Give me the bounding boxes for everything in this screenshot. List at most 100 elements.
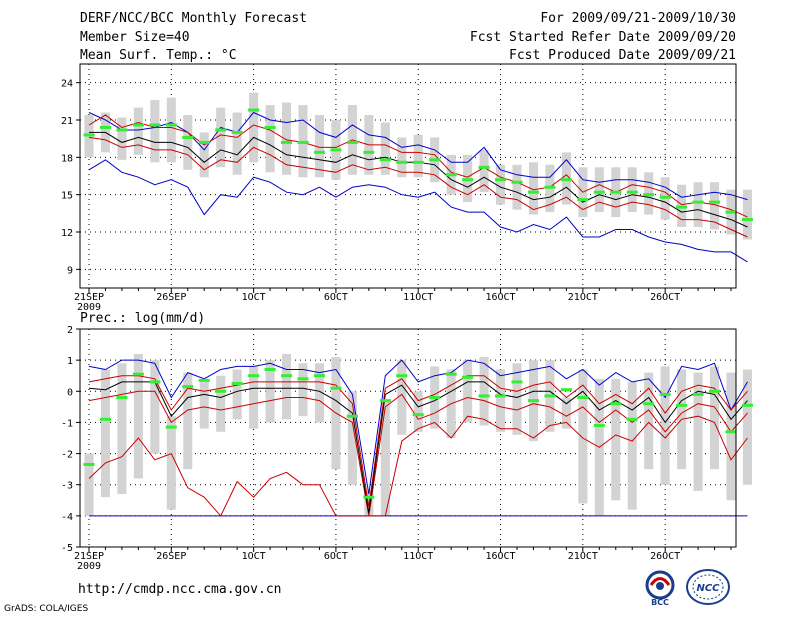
x-tick-label: 21OCT xyxy=(568,292,598,303)
median-mark xyxy=(544,394,556,398)
x-year-label: 2009 xyxy=(77,302,101,313)
forecast-period-label: For 2009/09/21-2009/10/30 xyxy=(540,11,736,26)
x-tick-label: 26SEP xyxy=(156,551,186,562)
series-minimum xyxy=(88,159,748,263)
median-mark xyxy=(149,123,161,127)
spread-box xyxy=(183,372,193,470)
median-mark xyxy=(462,178,474,182)
y-tick-label: -1 xyxy=(61,418,73,429)
x-tick-label: 11OCT xyxy=(403,551,433,562)
spread-box xyxy=(282,353,292,420)
median-mark xyxy=(83,133,95,137)
spread-box xyxy=(693,372,703,491)
fcst-produced-label: Fcst Produced Date 2009/09/21 xyxy=(509,48,736,63)
median-mark xyxy=(478,394,490,398)
median-mark xyxy=(264,367,276,371)
median-mark xyxy=(116,396,128,400)
bcc-logo: BCC xyxy=(645,570,675,607)
median-mark xyxy=(462,375,474,379)
median-mark xyxy=(99,125,111,129)
ncc-logo-text: NCC xyxy=(696,583,720,594)
median-mark xyxy=(248,374,260,378)
median-mark xyxy=(429,158,441,162)
spread-box xyxy=(314,115,324,178)
median-mark xyxy=(741,403,753,407)
precipitation-panel: -5 -4 -3 -2 -1 0 1 2 21SEP 26SEP 1OCT 6OCT 11OCT 16OC… xyxy=(61,325,753,572)
median-mark xyxy=(676,403,688,407)
spread-box xyxy=(512,363,522,435)
median-mark xyxy=(264,125,276,129)
median-mark xyxy=(495,178,507,182)
median-mark xyxy=(215,389,227,393)
spread-box xyxy=(594,167,604,213)
source-url[interactable]: http://cmdp.ncc.cma.gov.cn xyxy=(78,582,282,597)
spread-box xyxy=(150,100,160,163)
median-mark xyxy=(495,394,507,398)
spread-box xyxy=(397,137,407,178)
median-mark xyxy=(643,402,655,406)
spread-box xyxy=(282,102,292,175)
spread-box xyxy=(199,132,209,178)
series-minimum xyxy=(88,415,748,517)
median-mark xyxy=(511,380,523,384)
median-mark xyxy=(297,140,309,144)
x-tick-label: 21OCT xyxy=(568,551,598,562)
x-tick-label: 6OCT xyxy=(324,551,348,562)
spread-box xyxy=(528,162,538,215)
median-mark xyxy=(527,190,539,194)
y-tick-label: -3 xyxy=(61,481,73,492)
median-mark xyxy=(99,417,111,421)
spread-box xyxy=(496,369,506,432)
median-mark xyxy=(412,413,424,417)
y-tick-label: -4 xyxy=(61,512,73,523)
spread-box xyxy=(413,391,423,432)
spread-box xyxy=(693,182,703,228)
median-mark xyxy=(330,148,342,152)
fcst-started-label: Fcst Started Refer Date 2009/09/20 xyxy=(469,30,736,45)
spread-box xyxy=(216,375,226,432)
median-mark xyxy=(363,495,375,499)
median-mark xyxy=(379,399,391,403)
median-mark xyxy=(281,140,293,144)
spread-box xyxy=(314,363,324,423)
median-mark xyxy=(659,195,671,199)
spread-box xyxy=(347,391,357,485)
median-mark xyxy=(692,200,704,204)
spread-box xyxy=(627,167,637,213)
median-mark xyxy=(198,140,210,144)
spread-box xyxy=(150,360,160,454)
grads-credit: GrADS: COLA/IGES xyxy=(4,604,89,614)
median-mark xyxy=(248,108,260,112)
spread-box xyxy=(742,189,752,240)
spread-box xyxy=(479,149,489,193)
x-tick-label: 16OCT xyxy=(485,551,515,562)
median-mark xyxy=(330,386,342,390)
x-year-label: 2009 xyxy=(77,561,101,572)
y-tick-label: -5 xyxy=(61,543,73,554)
series-lower-member xyxy=(88,136,748,238)
x-tick-label: 16OCT xyxy=(485,292,515,303)
median-mark xyxy=(610,190,622,194)
y-tick-label: 9 xyxy=(67,265,73,276)
y-tick-label: 15 xyxy=(61,191,73,202)
series-upper-member xyxy=(88,375,748,507)
median-mark xyxy=(725,430,737,434)
median-mark xyxy=(659,392,671,396)
x-tick-label: 21SEP xyxy=(74,551,104,562)
median-mark xyxy=(313,150,325,154)
y-tick-label: 0 xyxy=(67,387,73,398)
median-mark xyxy=(182,135,194,139)
median-mark xyxy=(231,382,243,385)
spread-box xyxy=(166,97,176,163)
median-mark xyxy=(692,392,704,396)
spread-box xyxy=(216,107,226,168)
median-mark xyxy=(396,160,408,164)
median-mark xyxy=(725,210,737,214)
spread-box xyxy=(660,366,670,485)
median-mark xyxy=(445,173,457,177)
series-upper-member xyxy=(88,114,748,218)
x-tick-label: 21SEP xyxy=(74,292,104,303)
median-mark xyxy=(132,123,144,127)
median-mark xyxy=(149,380,161,384)
